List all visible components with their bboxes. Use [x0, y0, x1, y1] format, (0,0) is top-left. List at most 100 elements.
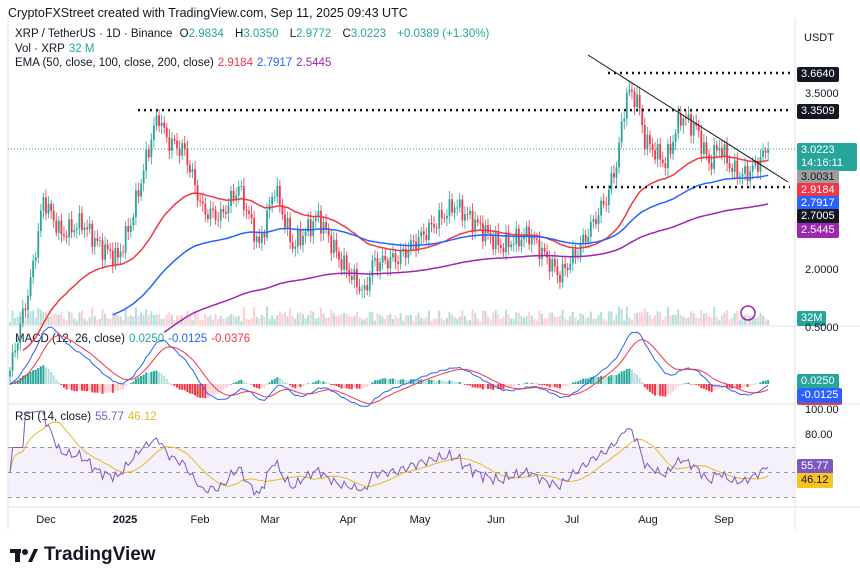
candle-body	[9, 370, 11, 377]
volume-bar	[708, 316, 711, 325]
volume-bar	[723, 312, 726, 325]
candle-body	[643, 125, 646, 150]
volume-bar	[751, 315, 754, 325]
volume-bar	[625, 306, 628, 325]
macd-signal-value: -0.0376	[211, 333, 251, 345]
candle-body	[451, 199, 453, 213]
volume-bar	[661, 319, 664, 325]
candle-body	[191, 169, 194, 173]
macd-histogram-bar	[88, 384, 91, 391]
candle-body	[309, 219, 312, 237]
macd-histogram-bar	[558, 384, 561, 389]
volume-bar	[479, 321, 482, 325]
macd-histogram-bar	[394, 379, 397, 384]
volume-bar	[546, 318, 549, 325]
candle-body	[37, 231, 40, 258]
macd-histogram-bar	[155, 370, 158, 384]
candle-body	[600, 200, 602, 216]
volume-bar	[309, 310, 312, 325]
macd-histogram-bar	[176, 384, 179, 388]
macd-histogram-bar	[548, 384, 551, 388]
candle-body	[746, 166, 749, 181]
candle-body	[291, 242, 294, 249]
macd-histogram-bar	[397, 380, 400, 384]
candle-body	[147, 149, 150, 158]
volume-bar	[361, 319, 364, 325]
macd-hist-value: 0.0250	[128, 333, 165, 345]
candle-body	[340, 259, 343, 270]
candle-body	[700, 130, 703, 154]
macd-histogram-bar	[438, 380, 441, 384]
volume-bar	[60, 312, 63, 325]
candle-body	[584, 234, 587, 242]
macd-histogram-bar	[150, 371, 153, 384]
candle-body	[171, 138, 173, 152]
macd-histogram-bar	[168, 382, 171, 384]
macd-histogram-bar	[314, 381, 317, 384]
macd-histogram-bar	[623, 370, 626, 384]
volume-bar	[152, 314, 155, 325]
ema200-tag: 2.5445	[797, 223, 839, 238]
macd-histogram-bar	[299, 384, 302, 388]
macd-histogram-bar	[571, 382, 574, 384]
volume-bar	[214, 314, 217, 325]
candle-body	[487, 225, 489, 233]
candle-body	[484, 225, 487, 242]
candle-body	[353, 269, 356, 280]
macd-histogram-bar	[214, 384, 217, 395]
volume-bar	[343, 313, 346, 325]
chart-canvas[interactable]	[0, 0, 860, 540]
volume-bar	[643, 308, 646, 325]
macd-histogram-bar	[579, 380, 582, 384]
candle-body	[106, 244, 109, 250]
candle-body	[618, 142, 620, 168]
candle-body	[307, 219, 310, 232]
volume-bar	[168, 312, 171, 325]
volume-bar	[497, 314, 500, 325]
candle-body	[517, 228, 520, 247]
candle-body	[338, 251, 340, 260]
volume-bar	[756, 316, 759, 325]
macd-histogram-bar	[260, 384, 263, 389]
volume-bar	[142, 315, 145, 325]
volume-bar	[183, 317, 186, 325]
volume-bar	[132, 316, 135, 325]
volume-bar	[140, 312, 143, 325]
volume-bar	[106, 318, 109, 325]
candle-body	[219, 208, 222, 221]
rsi-tag: 55.77	[797, 459, 833, 474]
volume-bar	[471, 309, 474, 325]
currency-label[interactable]: USDT	[804, 32, 834, 44]
symbol-name[interactable]: XRP / TetherUS · 1D · Binance	[15, 28, 173, 40]
macd-histogram-bar	[212, 384, 215, 395]
candle-body	[273, 196, 276, 198]
volume-bar	[260, 315, 263, 325]
macd-histogram-bar	[592, 376, 595, 384]
volume-bar	[741, 317, 744, 325]
volume-bar	[366, 317, 369, 325]
candle-body	[276, 185, 279, 197]
macd-histogram-bar	[57, 381, 60, 384]
tradingview-logo[interactable]: TradingView	[10, 544, 156, 566]
macd-histogram-bar	[692, 384, 695, 385]
volume-bar	[759, 312, 762, 325]
candle-body	[669, 144, 672, 154]
candle-body	[158, 115, 160, 126]
time-axis-label: 2025	[112, 514, 138, 526]
volume-bar	[677, 309, 680, 325]
macd-histogram-bar	[21, 375, 24, 384]
macd-histogram-bar	[183, 384, 186, 391]
level-3664-tag: 3.6640	[797, 67, 839, 82]
macd-histogram-bar	[80, 384, 83, 391]
macd-histogram-bar	[114, 384, 117, 392]
macd-histogram-bar	[358, 384, 361, 389]
volume-bar	[194, 311, 197, 325]
volume-bar	[669, 315, 672, 325]
volume-bar	[402, 320, 405, 325]
candle-body	[199, 200, 202, 202]
macd-histogram-bar	[181, 384, 184, 390]
macd-histogram-bar	[96, 384, 99, 393]
macd-histogram-bar	[687, 382, 690, 384]
candle-body	[21, 308, 24, 324]
candle-body	[60, 220, 63, 235]
